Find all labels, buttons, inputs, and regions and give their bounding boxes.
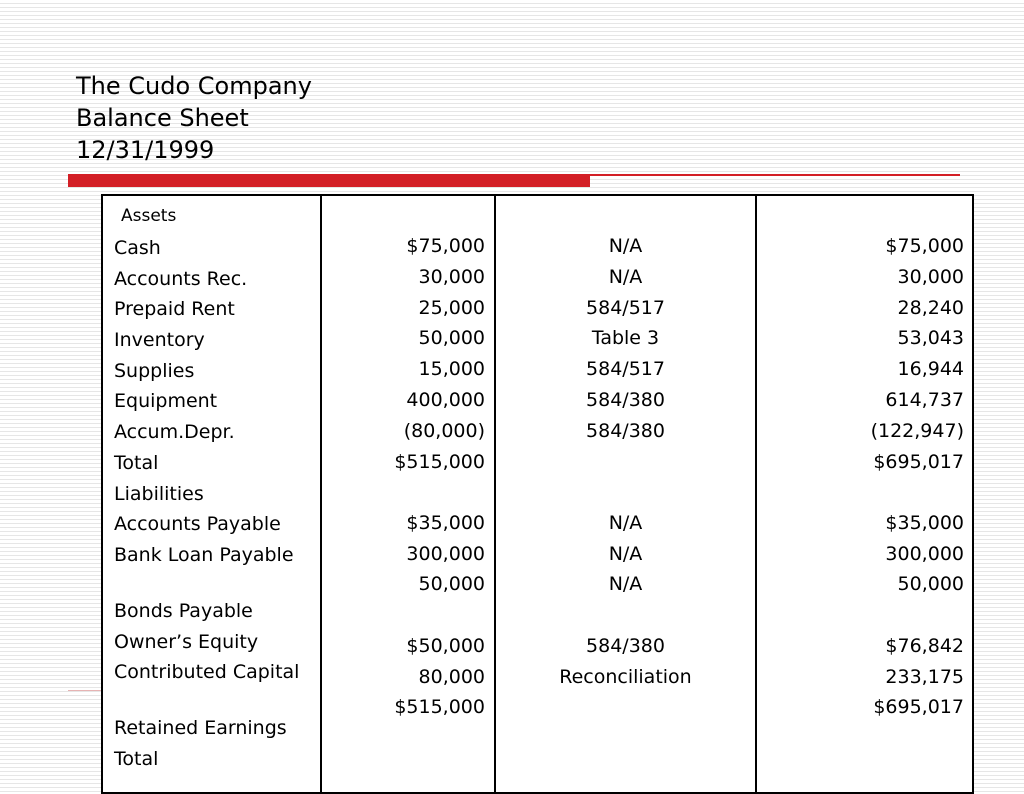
label-supplies: Supplies <box>114 359 195 382</box>
assets-header: Assets <box>121 206 177 226</box>
adjd-cash: $75,000 <box>885 235 964 257</box>
label-column: Assets Cash Accounts Rec. Prepaid Rent I… <box>103 196 322 792</box>
adjd-equipment: 614,737 <box>885 389 964 411</box>
hist-total: $515,000 <box>394 696 485 718</box>
hist-bank-loan: 300,000 <box>406 543 485 565</box>
label-contributed-capital: Contributed Capital <box>114 661 300 684</box>
adjd-accounts-payable: $35,000 <box>885 512 964 534</box>
label-cash: Cash <box>114 237 161 259</box>
adjd-bank-loan: 300,000 <box>885 543 964 565</box>
adjustment-column: N/A N/A 584/517 Table 3 584/517 584/380 … <box>496 196 757 792</box>
adj-inventory: Table 3 <box>591 327 660 349</box>
statement-date: 12/31/1999 <box>76 136 215 164</box>
slide-title: The Cudo Company Balance Sheet 12/31/199… <box>76 70 312 166</box>
adjd-inventory: 53,043 <box>897 327 964 349</box>
historical-column: $75,000 30,000 25,000 50,000 15,000 400,… <box>322 196 496 792</box>
hist-cash: $75,000 <box>406 235 485 257</box>
adj-retained-earnings: Reconciliation <box>559 666 692 688</box>
statement-name: Balance Sheet <box>76 104 249 132</box>
adj-equipment: 584/380 <box>586 389 665 411</box>
adjusted-column: $75,000 30,000 28,240 53,043 16,944 614,… <box>757 196 972 792</box>
adjd-contributed-capital: $76,842 <box>885 635 964 657</box>
adjd-prepaid-rent: 28,240 <box>897 297 964 319</box>
adj-cash: N/A <box>608 235 643 257</box>
label-owners-equity: Owner’s Equity <box>114 630 259 653</box>
label-bank-loan-payable: Bank Loan Payable <box>114 543 294 566</box>
hist-prepaid-rent: 25,000 <box>418 297 485 319</box>
title-rule-thin <box>590 174 960 176</box>
label-retained-earnings: Retained Earnings <box>114 717 287 740</box>
adj-accounts-rec: N/A <box>608 266 643 288</box>
hist-accounts-rec: 30,000 <box>418 266 485 288</box>
adj-supplies: 584/517 <box>586 358 665 380</box>
hist-accounts-payable: $35,000 <box>406 512 485 534</box>
adj-contributed-capital: 584/380 <box>586 635 665 657</box>
adj-accum-depr: 584/380 <box>586 420 665 442</box>
title-rule-thick <box>68 174 590 187</box>
adjd-bonds-payable: 50,000 <box>897 573 964 595</box>
hist-supplies: 15,000 <box>418 358 485 380</box>
label-bonds-payable: Bonds Payable <box>114 599 253 622</box>
adj-prepaid-rent: 584/517 <box>586 297 665 319</box>
balance-sheet-table: Assets Cash Accounts Rec. Prepaid Rent I… <box>101 194 974 794</box>
adjd-retained-earnings: 233,175 <box>885 666 964 688</box>
adjd-accounts-rec: 30,000 <box>897 266 964 288</box>
hist-accum-depr: (80,000) <box>403 420 485 442</box>
hist-equipment: 400,000 <box>406 389 485 411</box>
label-equipment: Equipment <box>114 390 218 413</box>
label-accum-depr: Accum.Depr. <box>114 421 235 444</box>
adjd-total: $695,017 <box>873 696 964 718</box>
hist-bonds-payable: 50,000 <box>418 573 485 595</box>
label-accounts-payable: Accounts Payable <box>114 513 281 536</box>
label-accounts-rec: Accounts Rec. <box>114 267 248 290</box>
adjd-supplies: 16,944 <box>897 358 964 380</box>
hist-contributed-capital: $50,000 <box>406 635 485 657</box>
adj-bonds-payable: N/A <box>608 573 643 595</box>
company-name: The Cudo Company <box>76 72 312 100</box>
label-inventory: Inventory <box>114 329 205 352</box>
label-liabilities: Liabilities <box>114 482 204 505</box>
adj-accounts-payable: N/A <box>608 512 643 534</box>
adjd-total-assets: $695,017 <box>873 451 964 473</box>
label-total-assets: Total <box>114 451 159 474</box>
label-total-liab-equity: Total <box>114 747 159 770</box>
label-prepaid-rent: Prepaid Rent <box>114 298 235 321</box>
hist-total-assets: $515,000 <box>394 451 485 473</box>
adjd-accum-depr: (122,947) <box>870 420 964 442</box>
hist-retained-earnings: 80,000 <box>418 666 485 688</box>
hist-inventory: 50,000 <box>418 327 485 349</box>
adj-bank-loan: N/A <box>608 543 643 565</box>
